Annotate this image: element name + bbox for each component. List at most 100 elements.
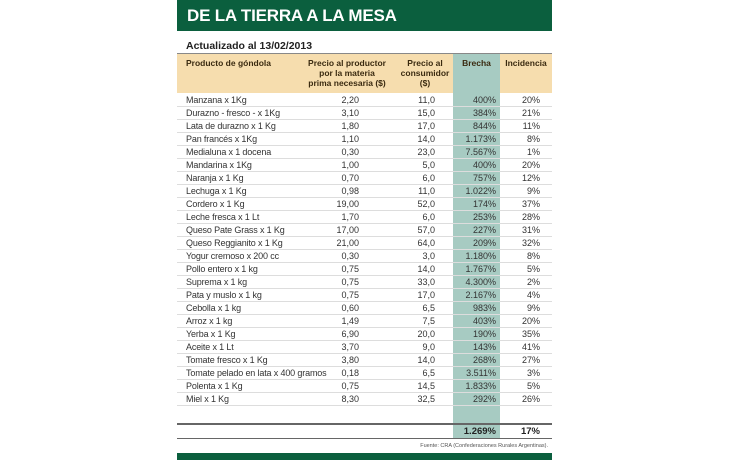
cell-product: Polenta x 1 Kg — [177, 379, 335, 394]
cell-incidencia: 20% — [500, 314, 552, 329]
cell-product: Mandarina x 1Kg — [177, 158, 335, 173]
cell-incidencia: 20% — [500, 94, 552, 108]
cell-product: Lechuga x 1 Kg — [177, 184, 335, 199]
table-row: Lechuga x 1 Kg 0,98 11,0 1.022% 9% — [177, 184, 552, 199]
cell-producer-price: 0,98 — [335, 184, 359, 199]
price-table: Manzana x 1Kg 2,20 11,0 400% 20% Durazno - fr… — [177, 94, 552, 407]
cell-consumer-price: 57,0 — [359, 223, 435, 238]
cell-producer-price: 3,80 — [335, 353, 359, 368]
cell-brecha: 4.300% — [435, 275, 500, 290]
cell-product: Pata y muslo x 1 kg — [177, 288, 335, 303]
cell-incidencia: 9% — [500, 184, 552, 199]
cell-brecha: 227% — [435, 223, 500, 238]
table-row: Pan francés x 1Kg 1,10 14,0 1.173% 8% — [177, 132, 552, 147]
header-consumer: Precio al consumidor ($) — [400, 58, 450, 88]
cell-producer-price: 19,00 — [335, 197, 359, 212]
cell-producer-price: 0,18 — [335, 366, 359, 381]
table-row: Cebolla x 1 kg 0,60 6,5 983% 9% — [177, 301, 552, 316]
cell-incidencia: 8% — [500, 249, 552, 264]
cell-incidencia: 27% — [500, 353, 552, 368]
cell-consumer-price: 7,5 — [359, 314, 435, 329]
cell-product: Tomate pelado en lata x 400 gramos — [177, 366, 335, 381]
cell-consumer-price: 5,0 — [359, 158, 435, 173]
cell-product: Manzana x 1Kg — [177, 94, 335, 108]
cell-brecha: 209% — [435, 236, 500, 251]
cell-product: Cebolla x 1 kg — [177, 301, 335, 316]
cell-brecha: 757% — [435, 171, 500, 186]
cell-brecha: 1.833% — [435, 379, 500, 394]
cell-producer-price: 0,60 — [335, 301, 359, 316]
header-brecha: Brecha — [462, 58, 491, 68]
cell-incidencia: 11% — [500, 119, 552, 134]
cell-incidencia: 5% — [500, 262, 552, 277]
cell-product: Leche fresca x 1 Lt — [177, 210, 335, 225]
cell-brecha: 1.767% — [435, 262, 500, 277]
footer-bar — [177, 453, 552, 460]
cell-producer-price: 1,49 — [335, 314, 359, 329]
header-producer: Precio al productor por la materia prima… — [308, 58, 386, 88]
cell-producer-price: 1,00 — [335, 158, 359, 173]
cell-consumer-price: 14,0 — [359, 132, 435, 147]
cell-product: Suprema x 1 kg — [177, 275, 335, 290]
cell-consumer-price: 6,0 — [359, 210, 435, 225]
cell-incidencia: 41% — [500, 340, 552, 355]
table-row: Queso Reggianito x 1 Kg 21,00 64,0 209% 32% — [177, 236, 552, 251]
total-brecha: 1.269% — [463, 426, 496, 437]
cell-incidencia: 2% — [500, 275, 552, 290]
cell-product: Pollo entero x 1 kg — [177, 262, 335, 277]
table-row: Polenta x 1 Kg 0,75 14,5 1.833% 5% — [177, 379, 552, 394]
cell-product: Queso Pate Grass x 1 Kg — [177, 223, 335, 238]
cell-consumer-price: 23,0 — [359, 145, 435, 160]
cell-consumer-price: 9,0 — [359, 340, 435, 355]
cell-producer-price: 1,70 — [335, 210, 359, 225]
cell-product: Tomate fresco x 1 Kg — [177, 353, 335, 368]
cell-consumer-price: 3,0 — [359, 249, 435, 264]
cell-producer-price: 21,00 — [335, 236, 359, 251]
cell-producer-price: 17,00 — [335, 223, 359, 238]
cell-product: Medialuna x 1 docena — [177, 145, 335, 160]
cell-brecha: 2.167% — [435, 288, 500, 303]
cell-brecha: 253% — [435, 210, 500, 225]
cell-producer-price: 3,70 — [335, 340, 359, 355]
divider — [177, 438, 552, 439]
cell-brecha: 384% — [435, 106, 500, 121]
cell-product: Naranja x 1 Kg — [177, 171, 335, 186]
cell-consumer-price: 52,0 — [359, 197, 435, 212]
cell-brecha: 403% — [435, 314, 500, 329]
cell-producer-price: 0,30 — [335, 249, 359, 264]
cell-consumer-price: 17,0 — [359, 119, 435, 134]
cell-consumer-price: 11,0 — [359, 184, 435, 199]
table-row: Durazno - fresco - x 1Kg 3,10 15,0 384% 21% — [177, 106, 552, 121]
cell-brecha: 844% — [435, 119, 500, 134]
cell-producer-price: 2,20 — [335, 94, 359, 108]
title: DE LA TIERRA A LA MESA — [177, 0, 552, 31]
cell-consumer-price: 15,0 — [359, 106, 435, 121]
cell-producer-price: 6,90 — [335, 327, 359, 342]
table-row: Yogur cremoso x 200 cc 0,30 3,0 1.180% 8% — [177, 249, 552, 264]
cell-producer-price: 0,30 — [335, 145, 359, 160]
cell-incidencia: 3% — [500, 366, 552, 381]
cell-incidencia: 31% — [500, 223, 552, 238]
table-row: Lata de durazno x 1 Kg 1,80 17,0 844% 11% — [177, 119, 552, 134]
cell-brecha: 400% — [435, 94, 500, 108]
cell-brecha: 190% — [435, 327, 500, 342]
table-row: Aceite x 1 Lt 3,70 9,0 143% 41% — [177, 340, 552, 355]
table-row: Manzana x 1Kg 2,20 11,0 400% 20% — [177, 94, 552, 108]
table-row: Medialuna x 1 docena 0,30 23,0 7.567% 1% — [177, 145, 552, 160]
table-row: Suprema x 1 kg 0,75 33,0 4.300% 2% — [177, 275, 552, 290]
cell-incidencia: 26% — [500, 392, 552, 407]
cell-incidencia: 4% — [500, 288, 552, 303]
cell-producer-price: 0,75 — [335, 379, 359, 394]
divider — [177, 423, 552, 425]
table-row: Miel x 1 Kg 8,30 32,5 292% 26% — [177, 392, 552, 407]
cell-brecha: 983% — [435, 301, 500, 316]
table-row: Arroz x 1 kg 1,49 7,5 403% 20% — [177, 314, 552, 329]
cell-product: Yerba x 1 Kg — [177, 327, 335, 342]
cell-brecha: 3.511% — [435, 366, 500, 381]
cell-incidencia: 21% — [500, 106, 552, 121]
cell-incidencia: 32% — [500, 236, 552, 251]
total-incidencia: 17% — [520, 426, 540, 437]
cell-brecha: 174% — [435, 197, 500, 212]
cell-brecha: 1.173% — [435, 132, 500, 147]
cell-producer-price: 8,30 — [335, 392, 359, 407]
